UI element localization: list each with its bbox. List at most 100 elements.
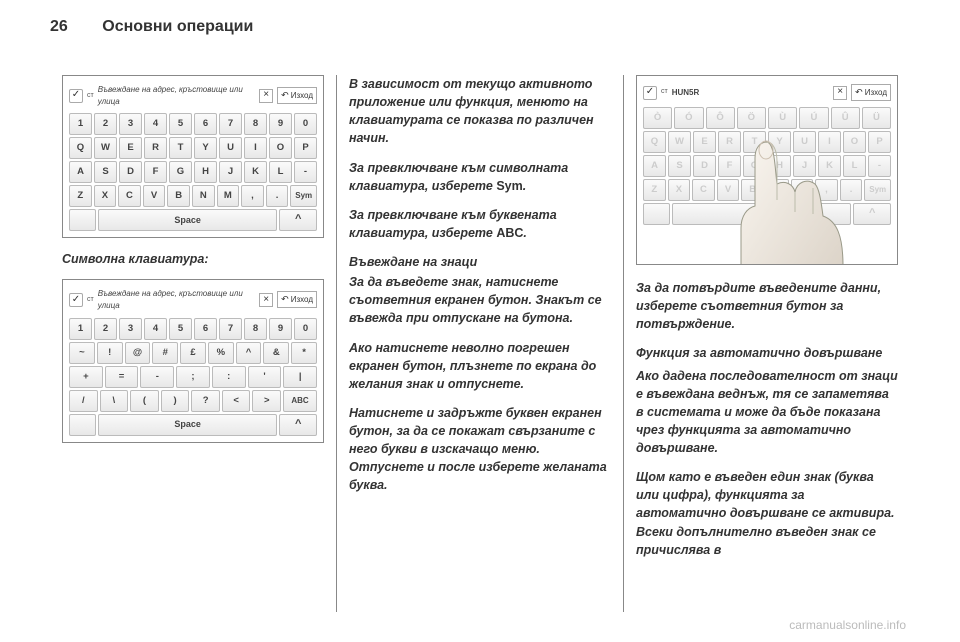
keyboard-key: -	[140, 366, 174, 388]
keyboard-key: /	[69, 390, 98, 412]
keyboard-key: Y	[768, 131, 791, 153]
keyboard-key: 4	[144, 113, 167, 135]
keyboard-key: 1	[69, 318, 92, 340]
keyboard-key: '	[248, 366, 282, 388]
exit-button: Изход	[851, 84, 891, 101]
confirm-icon: ✓	[643, 86, 657, 100]
keyboard-key: L	[843, 155, 866, 177]
keyboard-key: ;	[176, 366, 210, 388]
caret-key: ^	[853, 203, 891, 225]
keyboard-key: 7	[219, 113, 242, 135]
keyboard-key: ABC	[283, 390, 317, 412]
paragraph: Ако натиснете неволно погрешен екранен б…	[349, 339, 611, 393]
keyboard-key: S	[94, 161, 117, 183]
paragraph: За да потвърдите въведените данни, избер…	[636, 279, 898, 333]
keyboard-key: C	[692, 179, 715, 201]
caret-key: ^	[279, 209, 317, 231]
keyboard-key: E	[693, 131, 716, 153]
paragraph: Ако дадена последователност от знаци е в…	[636, 367, 898, 458]
keyboard-key: -	[868, 155, 891, 177]
paragraph: Щом като е въведен един знак (буква или …	[636, 468, 898, 559]
keyboard-key: #	[152, 342, 178, 364]
keyboard-key: K	[244, 161, 267, 183]
keyboard-key: 6	[194, 318, 217, 340]
keyboard-key: A	[69, 161, 92, 183]
keyboard-figure-alpha: ✓ ст Въвеждане на адрес, кръстовище или …	[62, 75, 324, 238]
keyboard-key: 9	[269, 318, 292, 340]
keyboard-title: Въвеждане на адрес, кръстовище или улица	[98, 288, 259, 311]
keyboard-key: ,	[241, 185, 264, 207]
ct-label: ст	[87, 295, 94, 305]
keyboard-key: Z	[643, 179, 666, 201]
keyboard-key: E	[119, 137, 142, 159]
keyboard-key: 0	[294, 113, 317, 135]
keyboard-key: W	[94, 137, 117, 159]
paragraph: Натиснете и задръжте буквен екранен буто…	[349, 404, 611, 495]
keyboard-key: L	[269, 161, 292, 183]
keyboard-key: 8	[244, 318, 267, 340]
close-icon: ×	[259, 89, 273, 103]
keyboard-key: 3	[119, 318, 142, 340]
keyboard-key: B	[167, 185, 190, 207]
keyboard-title: HUN5R	[672, 87, 833, 99]
section-title: Основни операции	[102, 18, 253, 35]
keyboard-key: O	[843, 131, 866, 153]
keyboard-key: P	[294, 137, 317, 159]
keyboard-key: V	[143, 185, 166, 207]
keyboard-key: ,	[815, 179, 838, 201]
keyboard-key: .	[266, 185, 289, 207]
keyboard-key: N	[192, 185, 215, 207]
ct-label: ст	[87, 91, 94, 101]
keyboard-key: A	[643, 155, 666, 177]
keyboard-key: !	[97, 342, 123, 364]
keyboard-key: O	[269, 137, 292, 159]
keyboard-key: ?	[191, 390, 220, 412]
column-3: ✓ ст HUN5R × Изход ÒÓÔÖÙÚÛÜ QWERTYUIOP A…	[624, 75, 910, 612]
keyboard-key: Ù	[768, 107, 797, 129]
keyboard-key: -	[294, 161, 317, 183]
space-key: Space	[672, 203, 852, 225]
keyboard-key: Sym	[864, 179, 891, 201]
keyboard-key: ~	[69, 342, 95, 364]
keyboard-key: D	[119, 161, 142, 183]
keyboard-key: Ô	[706, 107, 735, 129]
space-key: Space	[98, 209, 278, 231]
keyboard-key: 2	[94, 318, 117, 340]
keyboard-key: 7	[219, 318, 242, 340]
keyboard-key: @	[125, 342, 151, 364]
keyboard-key: Ò	[643, 107, 672, 129]
keyboard-key: J	[793, 155, 816, 177]
confirm-icon: ✓	[69, 89, 83, 103]
keyboard-key: 6	[194, 113, 217, 135]
keyboard-key: Y	[194, 137, 217, 159]
keyboard-key: 9	[269, 113, 292, 135]
keyboard-key: I	[244, 137, 267, 159]
keyboard-key: T	[743, 131, 766, 153]
keyboard-key: 5	[169, 318, 192, 340]
keyboard-key: 4	[144, 318, 167, 340]
keyboard-key: M	[217, 185, 240, 207]
keyboard-key: %	[208, 342, 234, 364]
keyboard-key: M	[791, 179, 814, 201]
keyboard-key: D	[693, 155, 716, 177]
paragraph: За превключване към буквената клавиатура…	[349, 206, 611, 242]
keyboard-key: 1	[69, 113, 92, 135]
subsection-heading: Функция за автоматично довършване	[636, 344, 898, 362]
caret-key: ^	[279, 414, 317, 436]
keyboard-key: U	[219, 137, 242, 159]
keyboard-key: G	[743, 155, 766, 177]
keyboard-key: F	[718, 155, 741, 177]
close-icon: ×	[259, 293, 273, 307]
keyboard-key: )	[161, 390, 190, 412]
keyboard-key: :	[212, 366, 246, 388]
keyboard-figure-symbol: ✓ ст Въвеждане на адрес, кръстовище или …	[62, 279, 324, 442]
space-key: Space	[98, 414, 278, 436]
keyboard-key: Ö	[737, 107, 766, 129]
keyboard-key: ^	[236, 342, 262, 364]
keyboard-key: <	[222, 390, 251, 412]
keyboard-key: X	[668, 179, 691, 201]
keyboard-key: 3	[119, 113, 142, 135]
keyboard-key: Û	[831, 107, 860, 129]
keyboard-key: R	[718, 131, 741, 153]
exit-button: Изход	[277, 87, 317, 104]
